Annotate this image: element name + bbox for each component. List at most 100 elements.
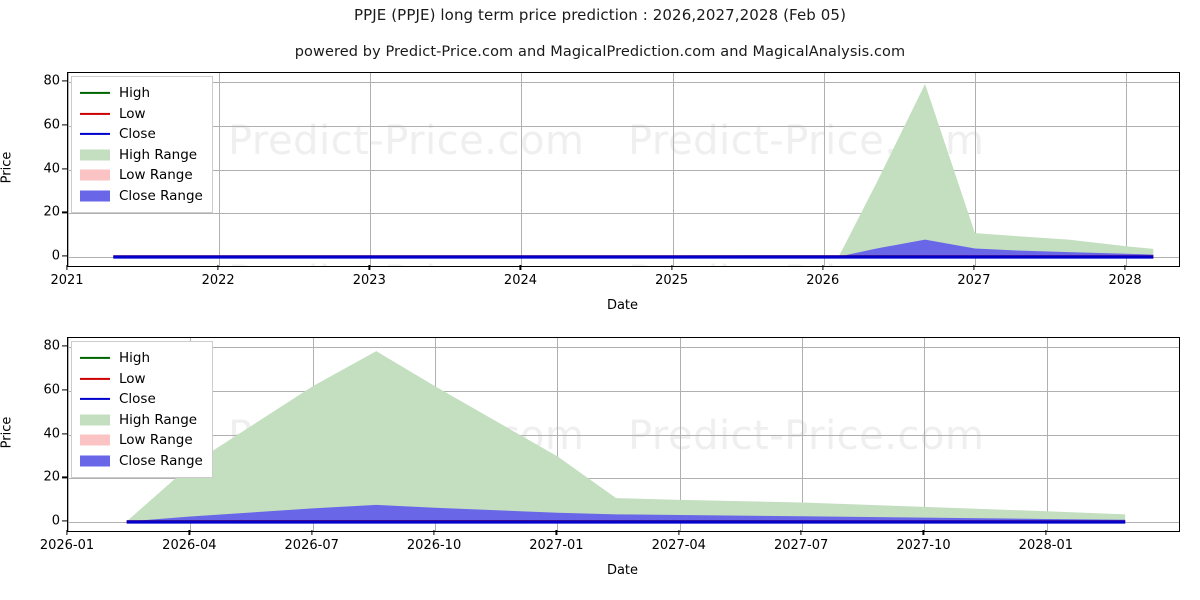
x-axis-tick-mark bbox=[519, 265, 522, 270]
legend-item-close[interactable]: Close bbox=[80, 389, 203, 410]
x-axis-tick-mark bbox=[822, 265, 824, 270]
y-axis-tick-mark bbox=[62, 345, 67, 347]
legend-swatch-line-icon bbox=[80, 352, 110, 364]
x-axis-tick-mark bbox=[311, 530, 313, 535]
legend-item-high[interactable]: High bbox=[80, 348, 203, 369]
y-axis-tick-mark bbox=[62, 520, 67, 522]
legend-swatch-patch-icon bbox=[80, 455, 110, 467]
y-axis-tick-label: 80 bbox=[43, 338, 60, 354]
x-axis-tick-label: 2027-01 bbox=[529, 538, 584, 553]
x-axis-tick-mark bbox=[433, 530, 435, 535]
legend-item-label: High bbox=[119, 350, 151, 367]
gridline-horizontal bbox=[68, 81, 1179, 83]
x-axis-tick-label: 2021 bbox=[50, 273, 84, 288]
legend-swatch-line-icon bbox=[80, 128, 110, 140]
y-axis-tick-label: 0 bbox=[51, 248, 60, 264]
x-axis-tick-mark bbox=[973, 265, 975, 270]
legend-swatch-patch-icon bbox=[80, 149, 110, 161]
x-axis-tick-label: 2026 bbox=[806, 273, 840, 288]
x-axis-tick-mark bbox=[671, 265, 673, 270]
x-axis-tick-label: 2026-07 bbox=[284, 538, 339, 553]
legend-item-low[interactable]: Low bbox=[80, 369, 203, 390]
x-axis-tick-label: 2025 bbox=[655, 273, 689, 288]
y-axis-tick-mark bbox=[62, 432, 67, 435]
gridline-horizontal bbox=[68, 434, 1179, 436]
x-axis-tick-mark bbox=[217, 265, 219, 270]
legend-item-low-range[interactable]: Low Range bbox=[80, 165, 203, 186]
page-subtitle: powered by Predict-Price.com and Magical… bbox=[294, 44, 906, 60]
legend-item-high-range[interactable]: High Range bbox=[80, 410, 203, 431]
x-axis-tick-label: 2026-10 bbox=[406, 538, 462, 553]
x-axis-tick-mark bbox=[922, 530, 925, 535]
series-layer bbox=[126, 351, 1126, 524]
legend-item-high[interactable]: High bbox=[80, 83, 203, 104]
y-axis-tick-label: 20 bbox=[43, 204, 60, 220]
x-axis-tick-label: 2026-01 bbox=[39, 538, 95, 553]
legend-item-label: High Range bbox=[119, 146, 198, 163]
legend-item-close-range[interactable]: Close Range bbox=[80, 451, 203, 472]
legend-item-label: Close Range bbox=[119, 187, 203, 204]
x-axis-tick-mark bbox=[800, 530, 802, 535]
x-axis-tick-label: 2028 bbox=[1108, 273, 1142, 288]
legend-item-low[interactable]: Low bbox=[80, 104, 203, 125]
legend-item-label: Low Range bbox=[119, 432, 193, 449]
legend-item-close[interactable]: Close bbox=[80, 124, 203, 145]
x-axis-tick-mark bbox=[66, 265, 68, 270]
y-axis-label-overview: Price bbox=[0, 151, 15, 183]
y-axis-tick-mark bbox=[62, 211, 67, 213]
legend-swatch-line-icon bbox=[80, 393, 110, 405]
x-axis-label-overview: Date bbox=[606, 298, 639, 313]
x-axis-tick-label: 2027-10 bbox=[896, 538, 951, 553]
y-axis-tick-mark bbox=[62, 476, 67, 478]
x-axis-tick-label: 2027-07 bbox=[773, 538, 829, 553]
x-axis-tick-mark bbox=[1045, 530, 1047, 535]
gridline-horizontal bbox=[68, 125, 1179, 127]
legend-item-high-range[interactable]: High Range bbox=[80, 145, 203, 166]
legend-item-label: Close bbox=[119, 126, 156, 143]
chart-legend[interactable]: High Low Close High Range Low Range Close Ran… bbox=[71, 76, 213, 213]
y-axis-tick-mark bbox=[62, 80, 67, 82]
y-axis-tick-label: 80 bbox=[43, 73, 60, 89]
legend-swatch-patch-icon bbox=[80, 414, 110, 426]
x-axis-tick-mark bbox=[188, 530, 190, 535]
x-axis-tick-label: 2024 bbox=[503, 273, 538, 288]
series-band-high-range bbox=[113, 83, 1154, 258]
gridline-horizontal bbox=[68, 169, 1179, 171]
legend-item-label: High bbox=[119, 85, 151, 102]
gridline-horizontal bbox=[68, 213, 1179, 215]
chart-panel-overview: Predict-Price.comPredict-Price.comPredic… bbox=[0, 72, 1180, 313]
x-axis-tick-label: 2027-04 bbox=[651, 538, 706, 553]
x-axis-tick-mark bbox=[678, 530, 680, 535]
x-axis-tick-label: 2027 bbox=[957, 273, 991, 288]
series-band-high-range bbox=[126, 351, 1126, 523]
y-axis-tick-label: 40 bbox=[43, 426, 60, 441]
legend-item-low-range[interactable]: Low Range bbox=[80, 430, 203, 451]
y-axis-tick-label: 60 bbox=[43, 382, 60, 398]
series-band-close-range bbox=[126, 504, 1126, 523]
legend-swatch-line-icon bbox=[80, 373, 110, 385]
legend-item-label: Close Range bbox=[119, 452, 203, 469]
legend-item-label: Low Range bbox=[119, 167, 193, 184]
x-axis-tick-label: 2023 bbox=[352, 273, 386, 288]
y-axis-label-detail: Price bbox=[0, 416, 15, 448]
legend-item-label: High Range bbox=[119, 411, 198, 428]
legend-swatch-patch-icon bbox=[80, 190, 110, 202]
legend-swatch-line-icon bbox=[80, 108, 110, 120]
y-axis-tick-mark bbox=[62, 255, 67, 257]
chart-legend[interactable]: High Low Close High Range Low Range Close Ran… bbox=[71, 341, 213, 478]
y-axis-tick-mark bbox=[62, 124, 67, 126]
x-axis-tick-mark bbox=[66, 530, 68, 535]
y-axis-tick-label: 0 bbox=[51, 513, 60, 529]
y-axis-tick-mark bbox=[62, 167, 67, 170]
x-axis-tick-mark bbox=[368, 265, 370, 270]
legend-item-close-range[interactable]: Close Range bbox=[80, 186, 203, 207]
legend-swatch-line-icon bbox=[80, 87, 110, 99]
gridline-horizontal bbox=[68, 478, 1179, 480]
legend-item-label: Low bbox=[119, 370, 146, 387]
page-title: PPJE (PPJE) long term price prediction :… bbox=[353, 6, 847, 24]
plot-area-overview: Predict-Price.comPredict-Price.comPredic… bbox=[67, 72, 1180, 267]
series-band-close-range bbox=[113, 239, 1154, 258]
